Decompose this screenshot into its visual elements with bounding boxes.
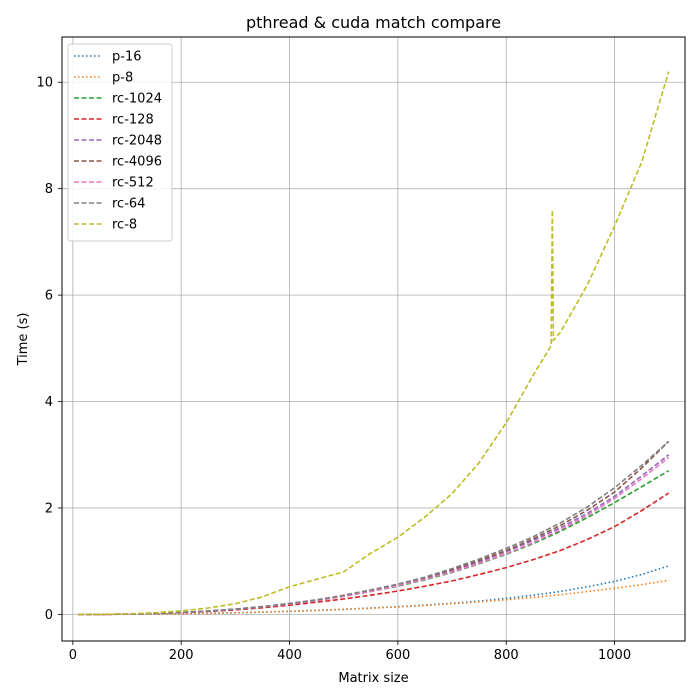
y-tick-label: 0 <box>45 608 53 623</box>
y-axis-label: Time (s) <box>16 313 31 367</box>
x-tick-label: 200 <box>169 648 194 663</box>
legend: p-16 p-8 rc-1024 rc-128 rc-2048 rc-4096 rc-512… <box>67 43 173 242</box>
y-tick-label: 10 <box>36 76 53 91</box>
plot-frame <box>61 36 686 642</box>
legend-label-p-8: p-8 <box>112 71 133 86</box>
legend-box <box>67 43 173 242</box>
x-tick-label: 400 <box>277 648 302 663</box>
chart-title: pthread & cuda match compare <box>246 13 501 32</box>
y-tick-label: 2 <box>45 501 53 516</box>
axis-ticks: 0 200 400 600 800 1000 0 2 4 6 8 10 <box>36 76 631 663</box>
series-line-p-8 <box>78 579 669 616</box>
legend-label-rc-512: rc-512 <box>112 176 154 191</box>
y-tick-label: 6 <box>45 289 53 304</box>
legend-label-p-16: p-16 <box>112 50 142 65</box>
legend-label-rc-64: rc-64 <box>112 197 145 212</box>
x-tick-label: 600 <box>385 648 410 663</box>
series-line-rc-8 <box>78 71 670 616</box>
x-tick-label: 800 <box>494 648 519 663</box>
legend-label-rc-8: rc-8 <box>112 218 137 233</box>
y-tick-label: 4 <box>45 395 53 410</box>
legend-label-rc-128: rc-128 <box>112 113 154 128</box>
series-lines <box>78 71 670 616</box>
legend-label-rc-1024: rc-1024 <box>112 92 162 107</box>
series-line-rc-64 <box>78 440 670 616</box>
legend-label-rc-4096: rc-4096 <box>112 155 162 170</box>
legend-label-rc-2048: rc-2048 <box>112 134 162 149</box>
x-tick-label: 1000 <box>598 648 631 663</box>
x-axis-label: Matrix size <box>338 671 408 686</box>
x-tick-label: 0 <box>69 648 77 663</box>
y-tick-label: 8 <box>45 182 53 197</box>
